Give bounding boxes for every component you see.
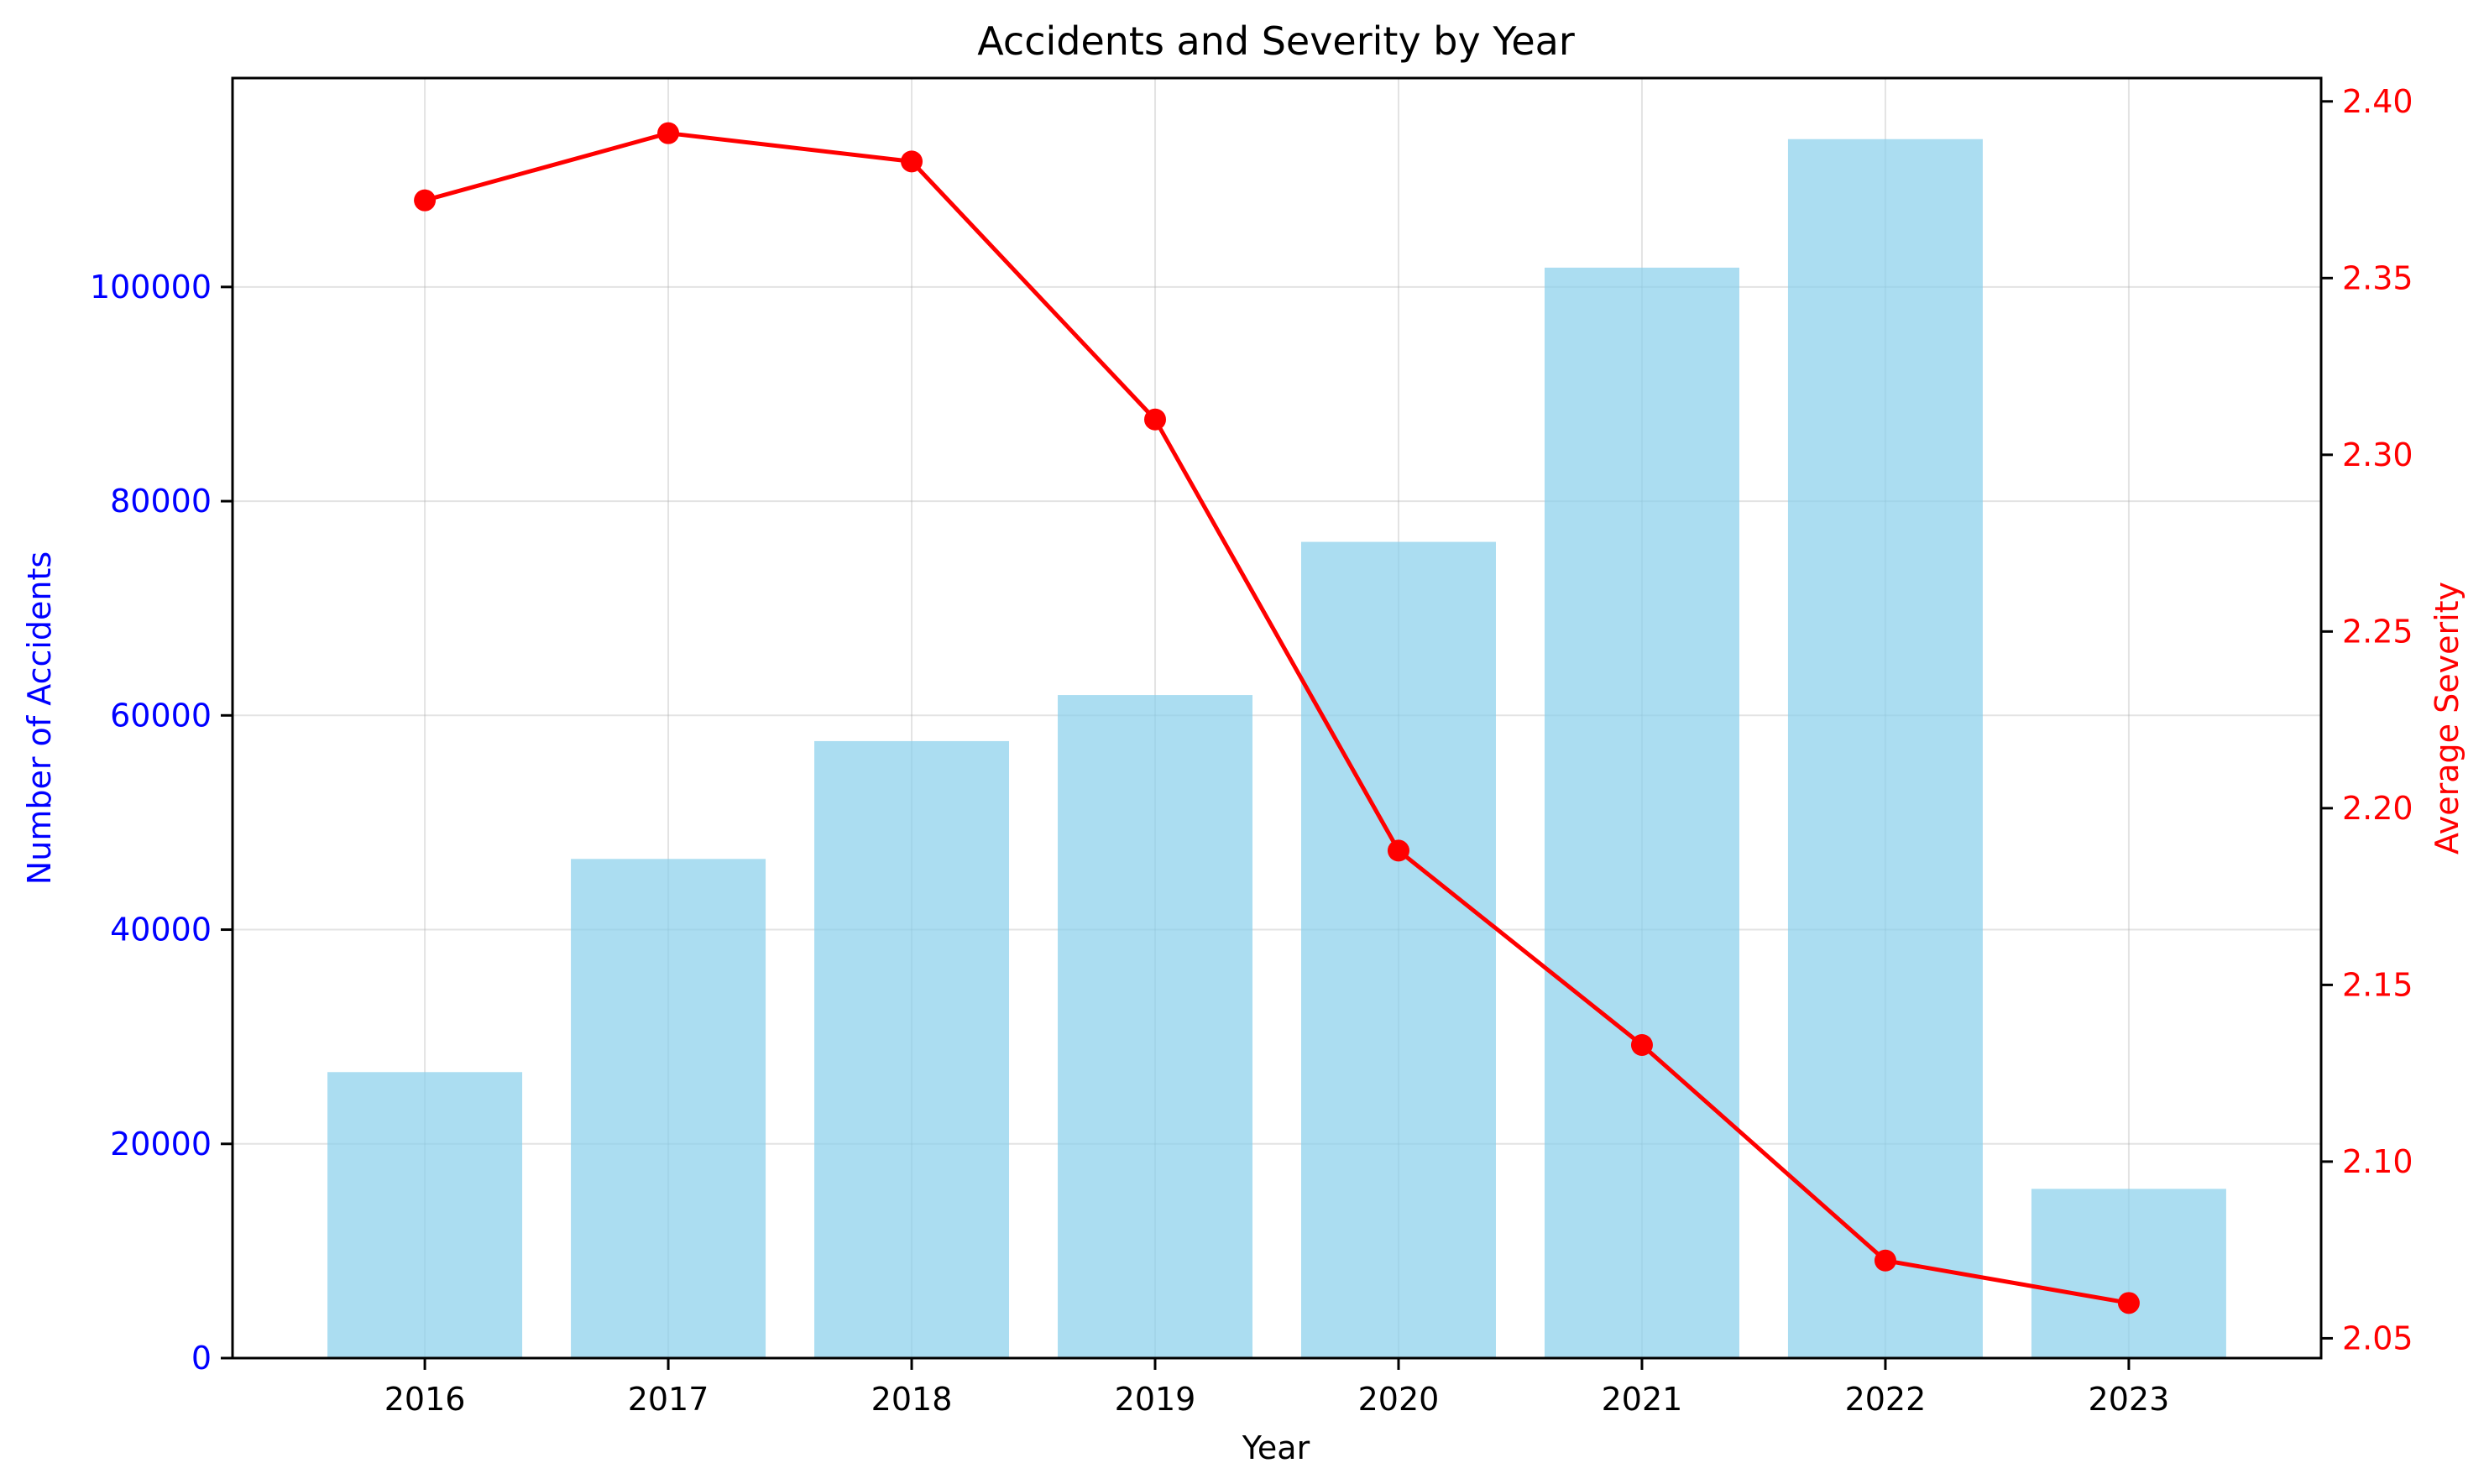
plot-frame (231, 76, 2323, 1360)
x-tick-label: 2016 (384, 1381, 466, 1418)
right-y-tick-label: 2.40 (2342, 83, 2413, 120)
right-y-tick-label: 2.20 (2342, 790, 2413, 827)
right-y-axis: 2.05 2.10 2.15 2.20 2.25 2.30 2.35 2.40 (2321, 83, 2413, 1356)
severity-point-2017 (657, 122, 680, 144)
bar-2023 (2031, 1189, 2226, 1358)
left-y-tick-label: 80000 (110, 483, 212, 520)
x-tick-label: 2019 (1115, 1381, 1196, 1418)
bar-series (327, 138, 2226, 1358)
bar-2016 (327, 1072, 523, 1358)
chart-title: Accidents and Severity by Year (977, 18, 1575, 64)
left-y-tick-label: 20000 (110, 1126, 212, 1163)
right-y-tick-label: 2.35 (2342, 259, 2413, 296)
bar-2022 (1787, 138, 1983, 1358)
x-tick-label: 2021 (1602, 1381, 1683, 1418)
left-y-tick-label: 100000 (90, 269, 212, 306)
severity-point-2022 (1874, 1249, 1896, 1272)
x-axis-label: Year (1242, 1429, 1310, 1466)
left-y-tick-label: 60000 (110, 697, 212, 734)
severity-line (424, 131, 2130, 1305)
right-y-tick-label: 2.25 (2342, 613, 2413, 650)
right-y-tick-label: 2.30 (2342, 436, 2413, 473)
severity-line-series (414, 122, 2140, 1314)
right-y-tick-label: 2.05 (2342, 1319, 2413, 1356)
x-tick-label: 2023 (2089, 1381, 2170, 1418)
severity-point-2020 (1387, 839, 1409, 862)
bar-2018 (814, 740, 1010, 1358)
left-y-tick-label: 0 (191, 1340, 212, 1377)
severity-point-2023 (2117, 1292, 2140, 1314)
grid-lines (233, 78, 2321, 1359)
right-y-tick-label: 2.15 (2342, 966, 2413, 1003)
left-y-axis: 0 20000 40000 60000 80000 100000 (90, 269, 233, 1377)
severity-point-2018 (901, 150, 923, 173)
bar-2020 (1300, 541, 1496, 1358)
x-tick-label: 2017 (628, 1381, 709, 1418)
severity-point-2021 (1630, 1033, 1653, 1056)
bar-2017 (571, 859, 766, 1358)
severity-point-2019 (1144, 408, 1167, 431)
right-y-tick-label: 2.10 (2342, 1143, 2413, 1180)
left-y-axis-label: Number of Accidents (21, 551, 58, 885)
x-tick-label: 2022 (1845, 1381, 1927, 1418)
left-y-tick-label: 40000 (110, 912, 212, 948)
severity-point-2016 (414, 189, 437, 212)
bar-2019 (1058, 695, 1253, 1358)
x-tick-label: 2018 (871, 1381, 953, 1418)
bar-2021 (1544, 267, 1739, 1358)
x-tick-label: 2020 (1358, 1381, 1440, 1418)
x-axis: 2016 2017 2018 2019 2020 2021 2022 2023 (384, 1358, 2170, 1418)
right-y-axis-label: Average Severity (2429, 582, 2465, 854)
